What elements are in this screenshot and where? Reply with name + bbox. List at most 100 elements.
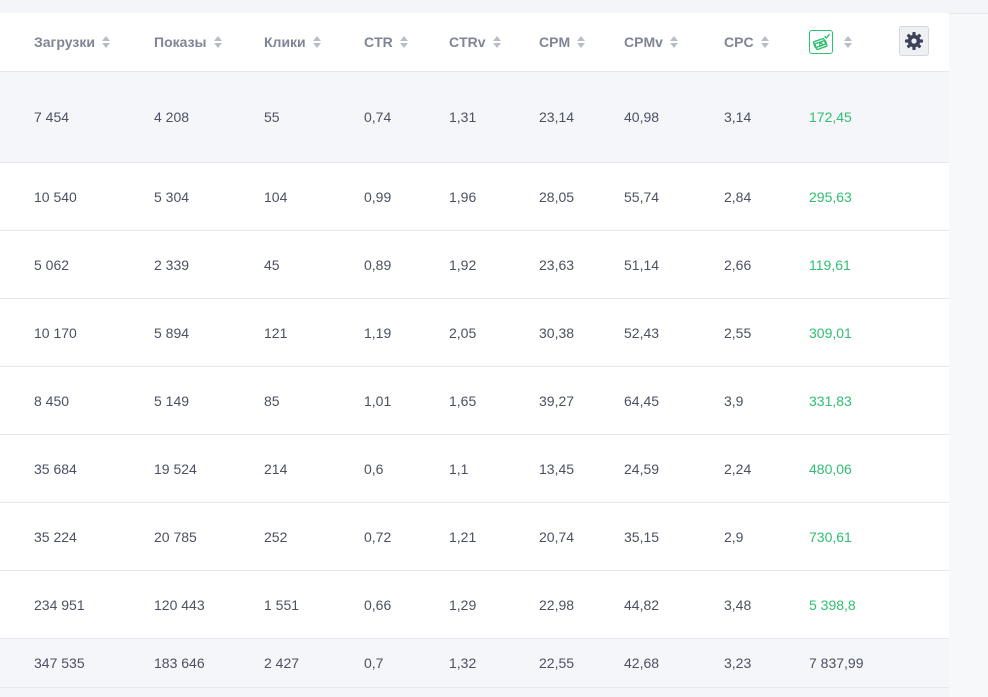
totals-row: 347 535 183 646 2 427 0,7 1,32 22,55 42,68 3,23… bbox=[0, 639, 949, 688]
table-header: Загрузки Показы Клики CTR CTRv CPM CPMv … bbox=[0, 13, 949, 72]
table-cell: 2,05 bbox=[449, 324, 477, 341]
table-cell: 55,74 bbox=[624, 188, 660, 205]
table-cell: 2,55 bbox=[724, 324, 752, 341]
table-cell: 3,9 bbox=[724, 392, 744, 409]
cell-spend: 730,61 bbox=[809, 528, 852, 545]
sort-icon bbox=[312, 35, 321, 49]
col-header-clicks[interactable]: Клики bbox=[264, 13, 321, 71]
table-cell: 1,65 bbox=[449, 392, 477, 409]
col-header-ctr[interactable]: CTR bbox=[364, 13, 408, 71]
table-cell: 10 170 bbox=[34, 324, 77, 341]
col-header-cpc[interactable]: CPC bbox=[724, 13, 769, 71]
total-cell: 2 427 bbox=[264, 655, 300, 671]
table-cell: 0,6 bbox=[364, 460, 384, 477]
table-cell: 1,31 bbox=[449, 109, 477, 125]
cell-spend: 295,63 bbox=[809, 188, 852, 205]
table-cell: 2,9 bbox=[724, 528, 744, 545]
total-cell: 42,68 bbox=[624, 655, 660, 671]
right-panel-edge bbox=[949, 13, 988, 14]
table-settings-button[interactable] bbox=[899, 26, 929, 56]
col-header-label: CTRv bbox=[449, 34, 486, 50]
col-header-impressions[interactable]: Показы bbox=[154, 13, 222, 71]
table-row: 7 454 4 208 55 0,74 1,31 23,14 40,98 3,14 172,45 bbox=[0, 72, 949, 163]
sort-icon bbox=[577, 35, 586, 49]
table-cell: 104 bbox=[264, 188, 288, 205]
table-cell: 7 454 bbox=[34, 109, 70, 125]
table-cell: 13,45 bbox=[539, 460, 575, 477]
cell-spend: 480,06 bbox=[809, 460, 852, 477]
table-cell: 5 894 bbox=[154, 324, 190, 341]
table-cell: 28,05 bbox=[539, 188, 575, 205]
col-header-label: Загрузки bbox=[34, 34, 95, 50]
table-cell: 55 bbox=[264, 109, 280, 125]
stats-table: Загрузки Показы Клики CTR CTRv CPM CPMv … bbox=[0, 13, 949, 688]
table-row: 10 540 5 304 104 0,99 1,96 28,05 55,74 2,84 295,… bbox=[0, 163, 949, 231]
table-cell: 1,92 bbox=[449, 256, 477, 273]
sort-icon bbox=[844, 35, 852, 49]
table-row: 8 450 5 149 85 1,01 1,65 39,27 64,45 3,9 331,83 bbox=[0, 367, 949, 435]
table-cell: 2 339 bbox=[154, 256, 190, 273]
table-cell: 120 443 bbox=[154, 596, 205, 613]
cell-spend: 309,01 bbox=[809, 324, 852, 341]
table-cell: 3,48 bbox=[724, 596, 752, 613]
table-cell: 35 224 bbox=[34, 528, 77, 545]
total-cell: 22,55 bbox=[539, 655, 575, 671]
sort-icon bbox=[101, 35, 110, 49]
table-cell: 234 951 bbox=[34, 596, 85, 613]
table-cell: 2,66 bbox=[724, 256, 752, 273]
col-header-label: CPMv bbox=[624, 34, 663, 50]
table-cell: 35 684 bbox=[34, 460, 77, 477]
gear-icon bbox=[905, 32, 923, 50]
col-header-label: CPM bbox=[539, 34, 571, 50]
table-cell: 214 bbox=[264, 460, 288, 477]
right-panel bbox=[949, 13, 988, 697]
table-cell: 8 450 bbox=[34, 392, 70, 409]
table-cell: 1,19 bbox=[364, 324, 392, 341]
table-cell: 252 bbox=[264, 528, 288, 545]
col-header-spend[interactable] bbox=[809, 13, 852, 71]
table-cell: 3,14 bbox=[724, 109, 752, 125]
sort-icon bbox=[399, 35, 408, 49]
table-cell: 45 bbox=[264, 256, 280, 273]
col-header-downloads[interactable]: Загрузки bbox=[34, 13, 110, 71]
table-cell: 23,63 bbox=[539, 256, 575, 273]
table-cell: 0,74 bbox=[364, 109, 392, 125]
col-header-ctrv[interactable]: CTRv bbox=[449, 13, 501, 71]
table-cell: 64,45 bbox=[624, 392, 660, 409]
col-header-cpm[interactable]: CPM bbox=[539, 13, 586, 71]
sort-icon bbox=[669, 35, 678, 49]
table-row: 35 684 19 524 214 0,6 1,1 13,45 24,59 2,24 480,0… bbox=[0, 435, 949, 503]
table-cell: 5 062 bbox=[34, 256, 70, 273]
total-cell: 0,7 bbox=[364, 655, 384, 671]
table-cell: 1,1 bbox=[449, 460, 469, 477]
table-row: 35 224 20 785 252 0,72 1,21 20,74 35,15 2,9 730,… bbox=[0, 503, 949, 571]
table-cell: 0,72 bbox=[364, 528, 392, 545]
col-header-cpmv[interactable]: CPMv bbox=[624, 13, 678, 71]
table-row: 234 951 120 443 1 551 0,66 1,29 22,98 44,82 3,4… bbox=[0, 571, 949, 639]
total-cell: 7 837,99 bbox=[809, 655, 864, 671]
money-check-icon bbox=[809, 30, 833, 54]
table-cell: 2,24 bbox=[724, 460, 752, 477]
table-cell: 51,14 bbox=[624, 256, 660, 273]
table-cell: 85 bbox=[264, 392, 280, 409]
table-row: 5 062 2 339 45 0,89 1,92 23,63 51,14 2,66 119,61 bbox=[0, 231, 949, 299]
cell-spend: 119,61 bbox=[809, 256, 851, 273]
table-cell: 1,96 bbox=[449, 188, 477, 205]
table-cell: 40,98 bbox=[624, 109, 660, 125]
table-cell: 5 304 bbox=[154, 188, 190, 205]
col-header-label: Показы bbox=[154, 34, 207, 50]
table-cell: 24,59 bbox=[624, 460, 660, 477]
table-cell: 20,74 bbox=[539, 528, 575, 545]
table-cell: 35,15 bbox=[624, 528, 660, 545]
table-cell: 4 208 bbox=[154, 109, 190, 125]
table-cell: 1,29 bbox=[449, 596, 477, 613]
col-header-label: CPC bbox=[724, 34, 754, 50]
sort-icon bbox=[492, 35, 501, 49]
table-cell: 39,27 bbox=[539, 392, 575, 409]
table-cell: 2,84 bbox=[724, 188, 752, 205]
total-cell: 3,23 bbox=[724, 655, 752, 671]
table-cell: 30,38 bbox=[539, 324, 575, 341]
total-cell: 347 535 bbox=[34, 655, 85, 671]
table-row: 10 170 5 894 121 1,19 2,05 30,38 52,43 2,55 309,… bbox=[0, 299, 949, 367]
table-cell: 1,21 bbox=[449, 528, 477, 545]
